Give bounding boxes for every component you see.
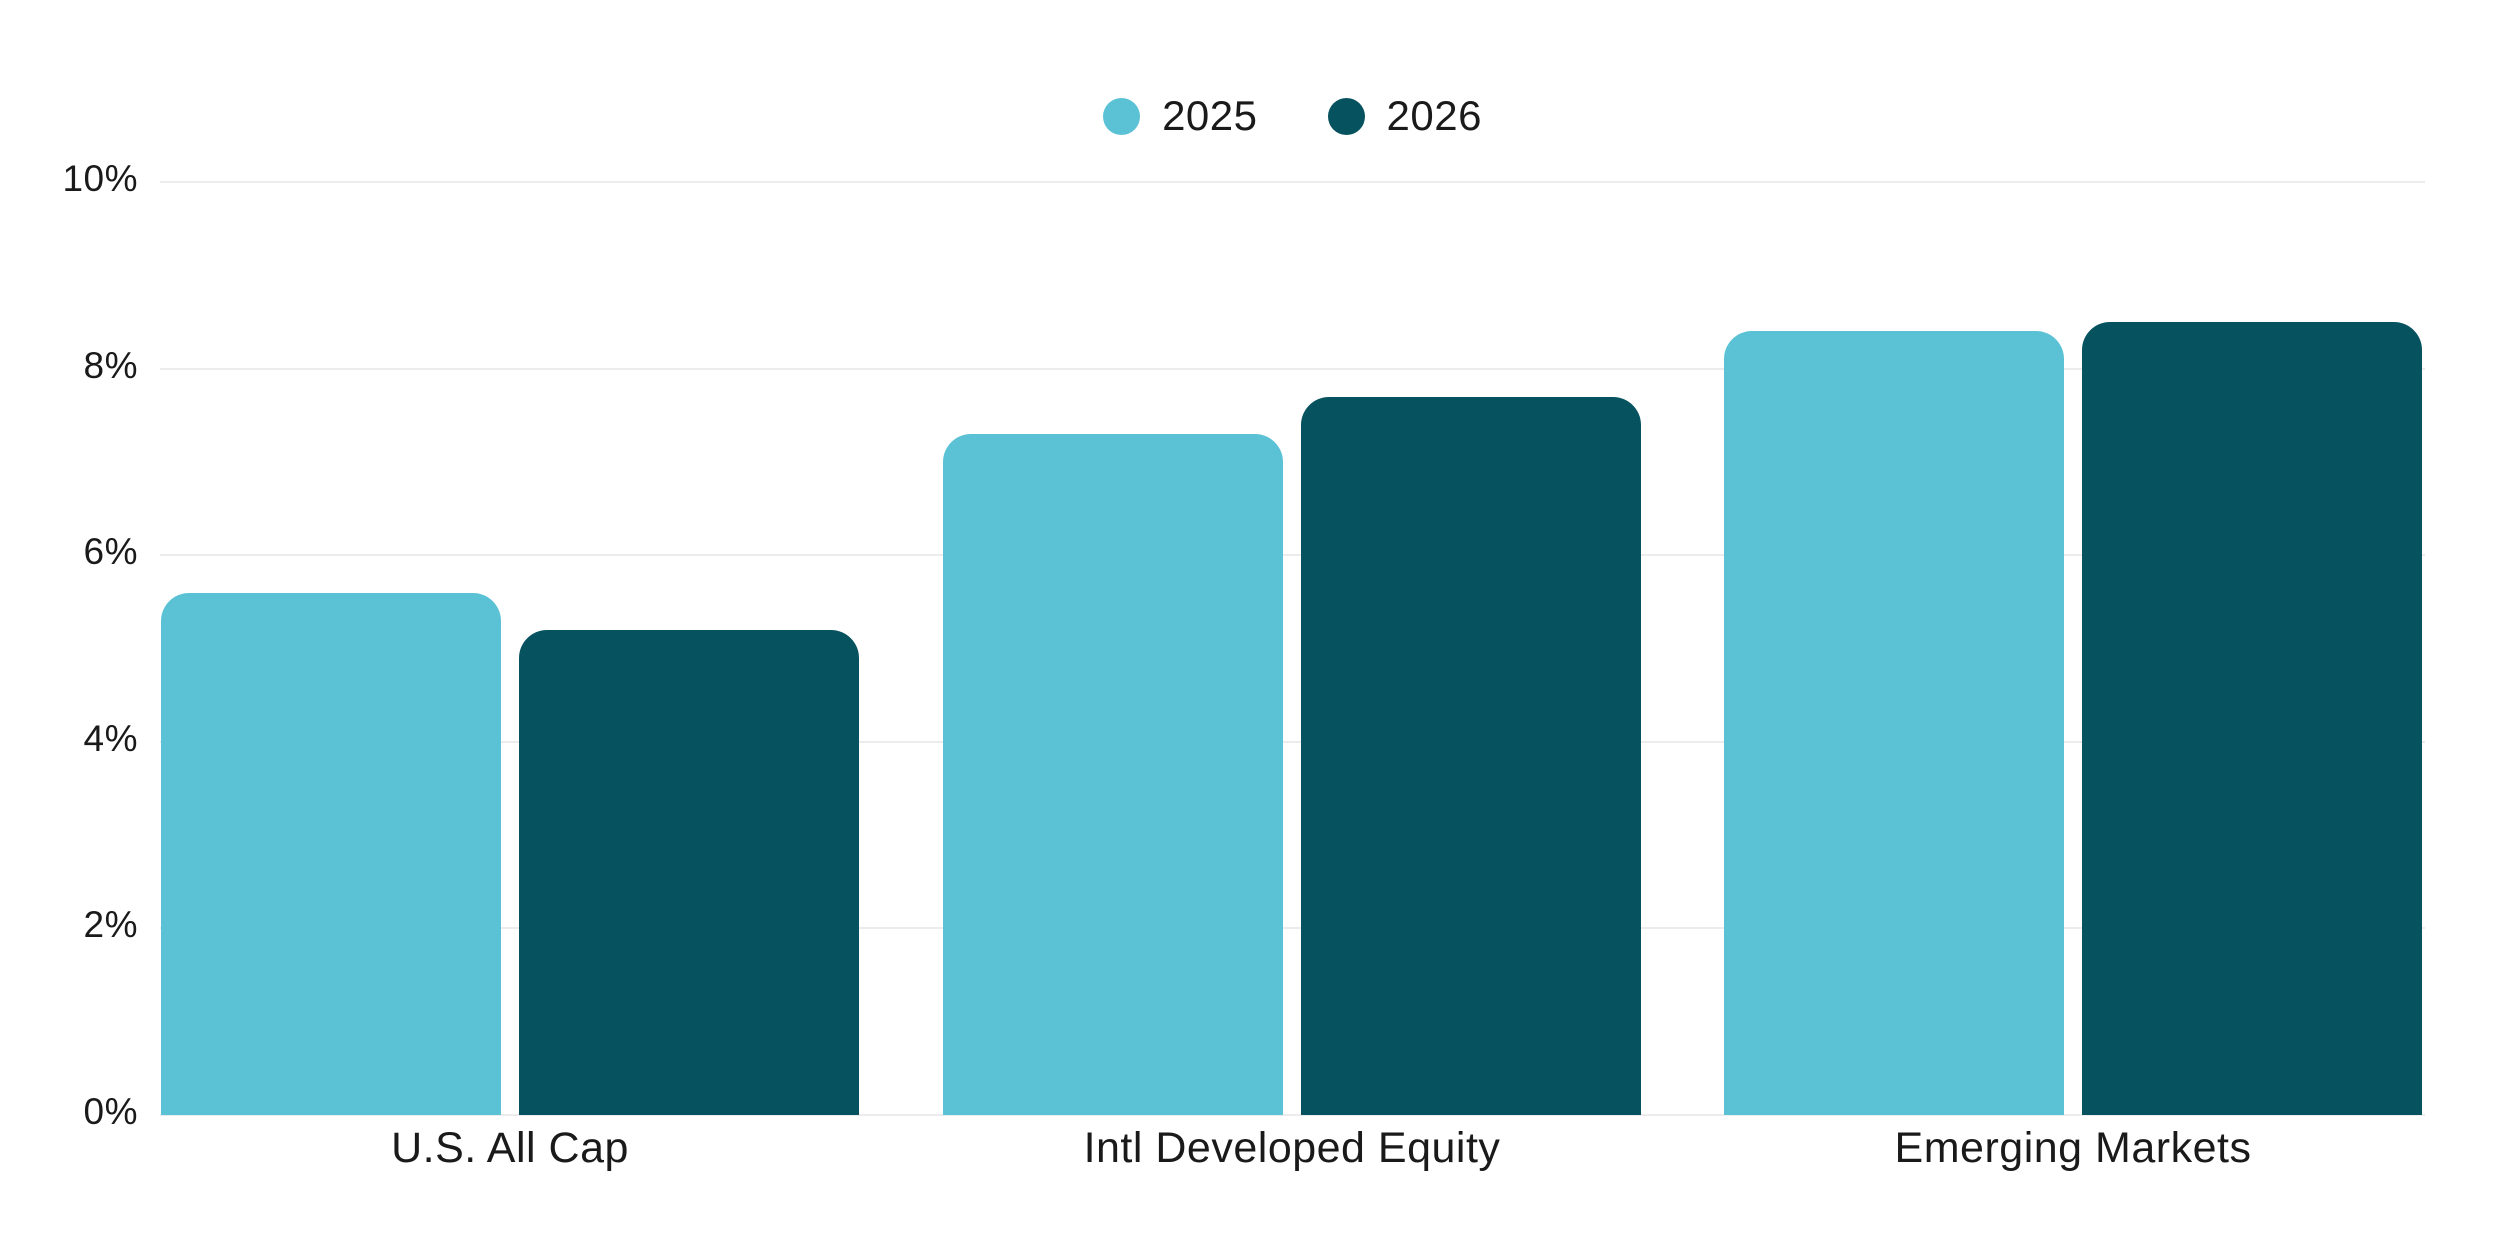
legend-dot-2025 bbox=[1103, 97, 1141, 135]
legend-label: 2025 bbox=[1162, 92, 1258, 139]
bar-2026-u-s-all-cap bbox=[519, 630, 859, 1115]
y-tick-label: 4% bbox=[83, 717, 138, 759]
legend-label: 2026 bbox=[1386, 92, 1482, 139]
y-tick-label: 10% bbox=[62, 158, 138, 199]
gridline-0 bbox=[160, 1114, 2425, 1116]
gridline-2 bbox=[160, 927, 2425, 930]
plot-area bbox=[160, 181, 2425, 1116]
x-category-label-emerging-markets: Emerging Markets bbox=[1894, 1124, 2252, 1172]
bar-2025-intl-developed-equity bbox=[943, 434, 1283, 1115]
y-tick-label: 2% bbox=[83, 904, 138, 946]
gridline-6 bbox=[160, 554, 2425, 557]
bar-2025-emerging-markets bbox=[1724, 331, 2064, 1115]
y-tick-label: 8% bbox=[83, 344, 138, 386]
gridline-10 bbox=[160, 181, 2425, 183]
y-tick-label: 6% bbox=[83, 531, 138, 573]
bar-2026-intl-developed-equity bbox=[1301, 397, 1641, 1115]
gridline-4 bbox=[160, 740, 2425, 743]
x-category-label-u-s-all-cap: U.S. All Cap bbox=[391, 1124, 629, 1172]
gridline-8 bbox=[160, 367, 2425, 370]
legend-item-2026: 2026 bbox=[1327, 92, 1482, 140]
y-tick-label: 0% bbox=[83, 1091, 138, 1132]
bar-2025-u-s-all-cap bbox=[161, 593, 501, 1115]
bar-2026-emerging-markets bbox=[2082, 322, 2422, 1115]
chart-legend: 2025 2026 bbox=[160, 88, 2425, 144]
legend-dot-2026 bbox=[1327, 97, 1365, 135]
x-category-label-intl-developed-equity: Intl Developed Equity bbox=[1083, 1124, 1501, 1172]
legend-item-2025: 2025 bbox=[1103, 92, 1257, 140]
